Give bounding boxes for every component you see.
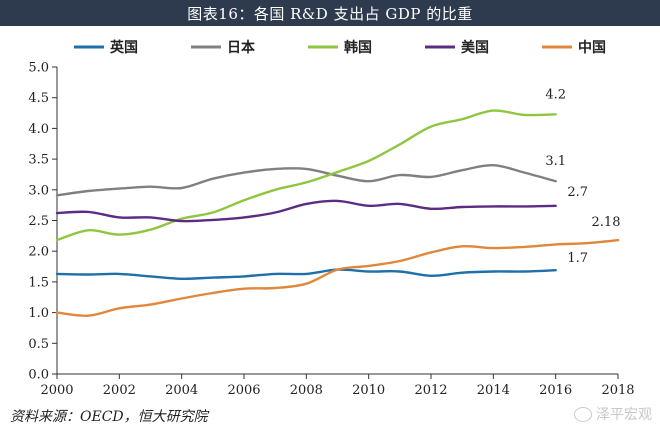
x-tick-label: 2006 <box>227 383 260 398</box>
y-tick-label: 5.0 <box>28 61 49 76</box>
data-label: 3.1 <box>545 154 566 169</box>
x-tick-label: 2000 <box>40 383 73 398</box>
x-tick-label: 2016 <box>539 383 572 398</box>
watermark-text: 泽平宏观 <box>596 407 652 423</box>
legend-label: 美国 <box>461 39 489 56</box>
legend-label: 中国 <box>578 39 606 56</box>
data-label: 2.18 <box>592 215 621 230</box>
watermark: 泽平宏观 <box>574 404 652 424</box>
y-tick-label: 1.0 <box>28 306 49 321</box>
legend-label: 英国 <box>109 39 138 56</box>
x-tick-label: 2012 <box>414 383 447 398</box>
y-tick-label: 4.0 <box>28 122 49 137</box>
y-tick-label: 2.0 <box>28 245 49 260</box>
y-tick-label: 0.0 <box>28 368 49 383</box>
series-line <box>55 163 557 197</box>
series-line <box>55 109 557 242</box>
source-note: 资料来源：OECD，恒大研究院 <box>10 409 208 425</box>
y-tick-label: 1.5 <box>28 275 49 290</box>
x-tick-label: 2002 <box>103 383 136 398</box>
y-tick-label: 2.5 <box>28 214 49 229</box>
y-tick-label: 0.5 <box>28 337 49 352</box>
wechat-icon <box>574 406 592 422</box>
legend-label: 日本 <box>227 39 256 56</box>
x-tick-label: 2014 <box>477 383 510 398</box>
y-tick-label: 3.0 <box>28 183 49 198</box>
data-label: 4.2 <box>545 87 566 102</box>
series-line <box>55 238 620 317</box>
series-line <box>55 268 557 281</box>
data-label: 2.7 <box>567 185 588 200</box>
x-tick-label: 2018 <box>601 383 634 398</box>
y-tick-label: 3.5 <box>28 153 49 168</box>
x-tick-label: 2008 <box>290 383 323 398</box>
data-label: 1.7 <box>567 251 588 266</box>
chart-title: 图表16：各国 R&D 支出占 GDP 的比重 <box>187 4 473 23</box>
x-tick-label: 2010 <box>352 383 385 398</box>
chart-title-bar: 图表16：各国 R&D 支出占 GDP 的比重 <box>0 0 660 26</box>
legend-label: 韩国 <box>344 39 372 56</box>
series-line <box>55 199 557 223</box>
y-tick-label: 4.5 <box>28 91 49 106</box>
x-tick-label: 2004 <box>165 383 198 398</box>
line-chart: 0.0 0.5 1.0 1.5 2.0 2.5 3.0 3.5 4.0 4.5 5.0 2000 200… <box>28 39 634 398</box>
